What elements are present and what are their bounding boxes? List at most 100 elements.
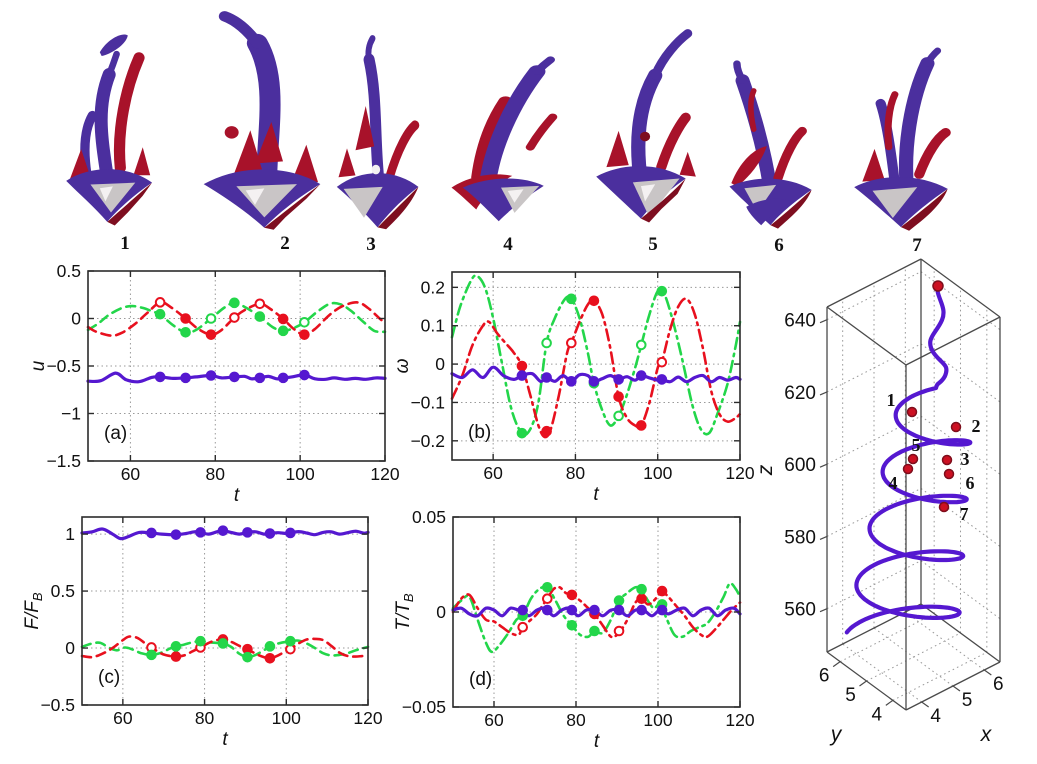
y-tick-label: 0.05 <box>412 507 446 527</box>
trajectory-point-6 <box>943 468 955 480</box>
trajectory-point-2 <box>950 421 962 433</box>
x-tick-label: 100 <box>643 710 672 730</box>
c-marker-blue <box>285 527 296 539</box>
x-tick-label-3d: 6 <box>993 674 1004 695</box>
x-tick-label: 120 <box>370 464 399 484</box>
box-edge-top <box>920 258 1001 318</box>
c-x-axis-label: t <box>222 729 228 750</box>
d-marker-green <box>566 620 578 631</box>
panel-c: 60 80 100 120 1 0.5 0 −0.5 t F/FB (c) <box>22 516 383 750</box>
grid3d-floor <box>839 613 935 663</box>
trajectory-point-label-5: 5 <box>912 435 921 455</box>
y-tick-label: 0 <box>436 602 446 622</box>
vortex-label-4: 4 <box>503 234 513 255</box>
tick3d-z <box>819 463 828 468</box>
c-y-axis-label: F/FB <box>22 592 45 630</box>
axes-frame <box>81 516 369 706</box>
b-marker-blue <box>588 376 600 387</box>
d-marker-green <box>636 583 647 595</box>
vortex-label-7: 7 <box>912 235 922 256</box>
trajectory-helix <box>844 280 973 635</box>
b-marker-blue <box>613 374 624 385</box>
b-series-red <box>450 297 742 439</box>
y-tick-label: −0.2 <box>410 431 445 451</box>
c-marker-blue <box>170 529 182 540</box>
z-tick-label: 560 <box>784 600 816 621</box>
trajectory-point-label-2: 2 <box>972 416 981 436</box>
trajectory-point-label-4: 4 <box>889 473 898 493</box>
b-marker-green <box>656 285 668 297</box>
d-marker-blue <box>542 604 553 616</box>
grid3d-floor <box>866 632 961 682</box>
b-x-axis-label: t <box>593 484 599 505</box>
tick3d-z <box>819 391 828 396</box>
panel-tag-b: (b) <box>468 422 491 443</box>
vortex-label-3: 3 <box>366 234 376 255</box>
b-marker-red <box>516 360 528 372</box>
a-marker-green <box>205 313 217 324</box>
y-tick-label: 0.2 <box>421 277 445 297</box>
vortex-structure-5 <box>596 29 696 223</box>
panel-b: 60 80 100 120 0.2 0.1 0 −0.1 −0.2 t ω (b) <box>392 271 755 505</box>
a-marker-blue <box>299 369 310 381</box>
y-tick-label-3d: 4 <box>872 704 883 725</box>
tick3d-z <box>819 319 828 324</box>
y-tick-label: 0.5 <box>51 581 75 601</box>
a-series-red <box>86 300 387 337</box>
vortex-structure-4 <box>451 56 558 222</box>
b-marker-green <box>613 410 624 422</box>
box-edge-bottom <box>826 651 907 711</box>
trajectory-point-1 <box>906 406 918 418</box>
x-tick-label: 120 <box>725 463 754 483</box>
b-marker-blue <box>516 370 528 381</box>
trajectory-point-label-6: 6 <box>966 473 975 493</box>
a-marker-blue <box>277 372 289 384</box>
d-x-axis-label: t <box>594 731 600 752</box>
a-marker-green <box>254 311 266 322</box>
d-marker-blue <box>636 604 647 616</box>
b-series-blue <box>450 365 742 384</box>
x-tick-label: 60 <box>483 463 503 483</box>
panel-a: 60 80 100 120 0.5 0 −0.5 −1 −1.5 t u (a) <box>28 261 400 506</box>
z-tick-label: 640 <box>784 311 816 332</box>
trajectory-point-4 <box>902 463 914 475</box>
trajectory-point-3 <box>941 454 953 466</box>
x-tick-label-3d: 5 <box>962 690 973 711</box>
y-tick-label: 1 <box>65 524 75 544</box>
z-tick-label: 580 <box>784 527 816 548</box>
y-tick-label-3d: 6 <box>819 666 830 687</box>
d-marker-green <box>613 595 625 606</box>
a-marker-red <box>205 329 217 340</box>
b-y-axis-label: ω <box>392 358 413 373</box>
a-marker-blue <box>229 371 240 383</box>
b-marker-blue <box>566 376 577 387</box>
b-marker-red <box>588 295 600 307</box>
tick3d-z <box>819 608 828 613</box>
c-marker-green <box>264 641 276 652</box>
b-marker-blue <box>635 370 647 381</box>
x-tick-label-3d: 4 <box>930 706 941 727</box>
y-tick-label: −0.5 <box>46 356 81 376</box>
vortex-structure-7 <box>854 47 951 231</box>
a-marker-red <box>277 313 289 325</box>
x-tick-label: 80 <box>195 708 215 728</box>
grid3d-floor <box>842 643 922 703</box>
vortex-label-1: 1 <box>120 233 130 254</box>
d-marker-red <box>636 593 647 605</box>
d-marker-red <box>517 621 529 633</box>
x-tick-label: 80 <box>206 464 226 484</box>
b-marker-green <box>516 427 528 439</box>
trajectory-point-label-1: 1 <box>887 390 896 410</box>
c-marker-red <box>170 651 182 662</box>
trajectory-point-label-7: 7 <box>960 504 969 524</box>
x-tick-label: 120 <box>725 710 754 730</box>
y-tick-label-3d: 5 <box>845 685 856 706</box>
axes-frame <box>451 271 741 461</box>
box-edge-top <box>905 316 1001 366</box>
y-tick-label: 0 <box>71 309 81 329</box>
c-marker-green <box>285 635 296 647</box>
y-tick-label: −0.05 <box>402 697 446 717</box>
b-marker-red <box>541 425 552 437</box>
c-marker-blue <box>146 527 157 539</box>
